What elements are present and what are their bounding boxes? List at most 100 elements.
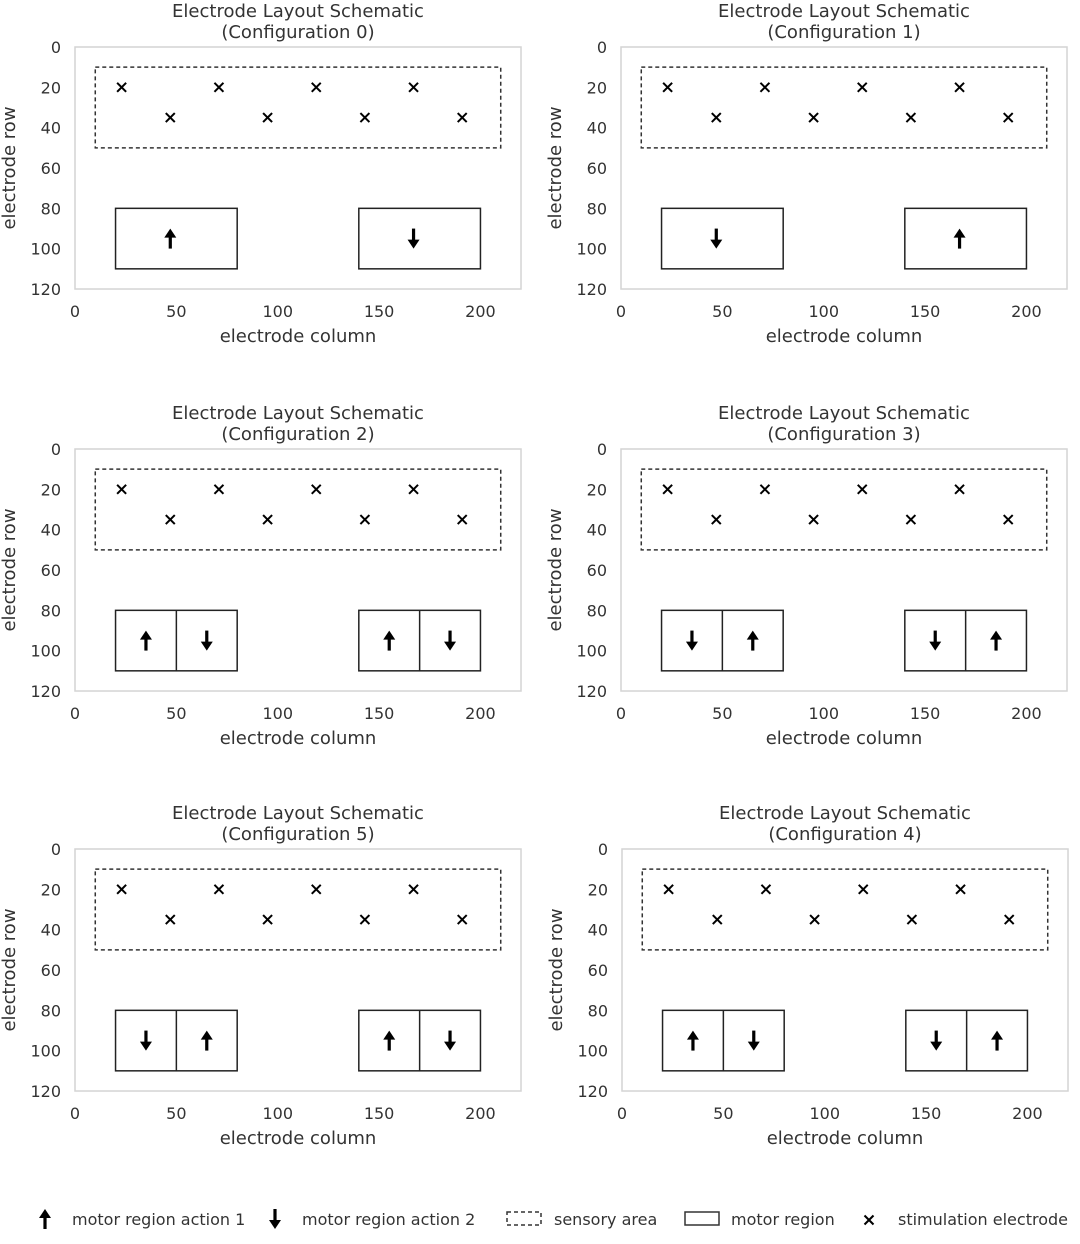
stimulation-electrode [213,884,225,895]
panel-subtitle: (Configuration 0) [221,22,374,43]
stimulation-electrode [858,884,869,895]
x-tick-label: 200 [465,302,496,321]
y-tick-label: 120 [576,280,607,299]
panel-subtitle: (Configuration 4) [768,824,921,845]
y-tick-label: 40 [41,521,61,540]
y-tick-label: 0 [51,38,61,57]
stimulation-electrode [663,884,674,895]
motor-region [661,1009,785,1072]
x-tick-label: 200 [1011,704,1042,723]
stimulation-electrode [954,82,965,93]
x-tick-label: 150 [910,704,941,723]
stimulation-electrode [759,82,771,93]
stimulation-electrode [808,514,819,525]
y-tick-label: 40 [587,521,607,540]
stimulation-electrode [408,82,419,93]
x-tick-label: 0 [70,302,80,321]
panel-title: Electrode Layout Schematic [172,403,424,424]
stimulation-electrode [760,884,772,895]
stimulation-electrode [857,484,868,495]
motor-region [905,1009,1029,1072]
action2-arrow-down-icon [407,228,420,249]
panel-title: Electrode Layout Schematic [172,803,424,824]
action1-arrow-up-icon [686,1030,699,1051]
x-tick-label: 100 [262,302,293,321]
legend-action1-label: motor region action 1 [72,1210,245,1229]
legend-electrode-label: stimulation electrode [898,1210,1068,1229]
motor-region [904,609,1028,672]
x-tick-label: 0 [70,704,80,723]
y-tick-label: 120 [577,1082,608,1101]
sensory-area [640,66,1048,149]
stimulation-electrode [809,914,820,925]
x-tick-label: 50 [166,302,186,321]
x-axis-label: electrode column [220,326,377,347]
panel-title: Electrode Layout Schematic [172,1,424,22]
y-axis-label: electrode row [0,908,20,1031]
x-tick-label: 0 [70,1104,80,1123]
arrow-glyph [39,1209,51,1229]
y-tick-label: 20 [588,880,608,899]
x-tick-label: 150 [364,302,395,321]
x-tick-label: 50 [713,1104,733,1123]
y-tick-label: 100 [576,642,607,661]
stimulation-electrode [712,914,723,925]
stimulation-electrode [359,914,371,925]
stimulation-electrode [116,484,127,495]
y-tick-label: 60 [41,159,61,178]
panel-subtitle: (Configuration 1) [767,22,920,43]
legend-motor-swatch [684,1211,720,1226]
sensory-area [640,468,1048,551]
y-axis-label: electrode row [0,106,20,229]
y-tick-label: 40 [587,119,607,138]
stimulation-electrode [711,112,722,123]
x-tick-label: 50 [166,704,186,723]
y-tick-label: 60 [587,159,607,178]
legend-electrode-cross-icon [863,1214,875,1226]
x-tick-label: 100 [262,1104,293,1123]
legend-action2-arrow-icon [269,1209,281,1229]
x-tick-label: 0 [616,704,626,723]
stimulation-electrode [662,484,673,495]
stimulation-electrode [165,112,176,123]
plot-frame [74,848,522,1092]
action1-arrow-up-icon [990,630,1003,651]
legend-action1-arrow-icon [39,1209,51,1229]
stimulation-electrode [457,914,468,925]
stimulation-electrode [311,82,322,93]
stimulation-electrode [165,514,176,525]
y-tick-label: 100 [577,1042,608,1061]
action1-arrow-up-icon [953,228,966,249]
action2-arrow-down-icon [929,630,942,651]
y-tick-label: 100 [30,642,61,661]
y-tick-label: 80 [41,199,61,218]
x-tick-label: 100 [809,1104,840,1123]
y-tick-label: 80 [588,1001,608,1020]
legend-sensory-label: sensory area [554,1210,657,1229]
y-tick-label: 20 [41,78,61,97]
legend-sensory-swatch [506,1211,542,1226]
panel-configuration-3: Electrode Layout Schematic(Configuration… [545,403,1068,749]
action1-arrow-up-icon [139,630,152,651]
y-tick-label: 120 [30,682,61,701]
x-tick-label: 200 [465,1104,496,1123]
x-axis-label: electrode column [766,326,923,347]
motor-region-box [114,207,238,270]
x-tick-label: 200 [1012,1104,1043,1123]
x-tick-label: 100 [262,704,293,723]
plot-frame [620,46,1068,290]
stimulation-electrode [808,112,819,123]
stimulation-electrode [457,514,468,525]
plot-frame [74,448,522,692]
stimulation-electrode [359,112,371,123]
motor-region [114,207,238,270]
panel-title: Electrode Layout Schematic [718,1,970,22]
action1-arrow-up-icon [200,1030,213,1051]
x-tick-label: 0 [616,302,626,321]
motor-region [358,1009,482,1072]
action2-arrow-down-icon [710,228,723,249]
motor-region-box [358,207,482,270]
y-tick-label: 100 [30,240,61,259]
motor-region-box [660,207,784,270]
